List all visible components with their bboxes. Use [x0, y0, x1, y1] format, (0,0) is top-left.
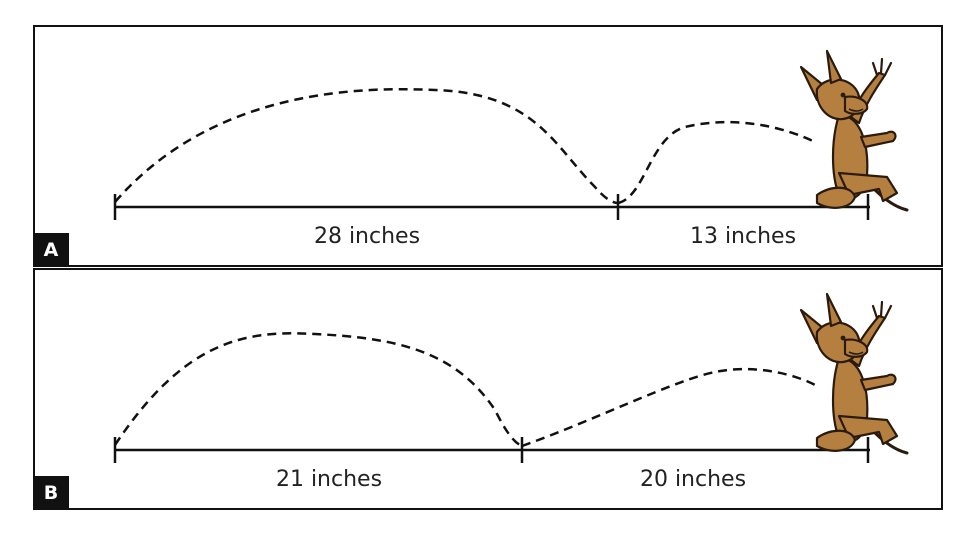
jump-arc-2: [521, 367, 818, 448]
panel-a-scene: 28 inches 13 inches: [113, 49, 909, 249]
jump-arc-1: [114, 87, 619, 205]
kangaroo-icon: [799, 49, 909, 212]
panel-a: 28 inches 13 inches: [33, 25, 943, 267]
segment-label-2: 13 inches: [690, 224, 796, 249]
panel-label: B: [33, 476, 69, 510]
panel-b-scene: 21 inches 20 inches: [113, 292, 909, 492]
panel-b: 21 inches 20 inches B: [33, 268, 943, 510]
segment-label-1: 21 inches: [276, 467, 382, 492]
segment-label-2: 20 inches: [640, 467, 746, 492]
kangaroo-icon: [799, 292, 909, 455]
jump-arc-1: [113, 332, 523, 448]
jump-arc-2: [617, 120, 818, 205]
segment-label-1: 28 inches: [314, 224, 420, 249]
panel-label: A: [33, 233, 69, 267]
